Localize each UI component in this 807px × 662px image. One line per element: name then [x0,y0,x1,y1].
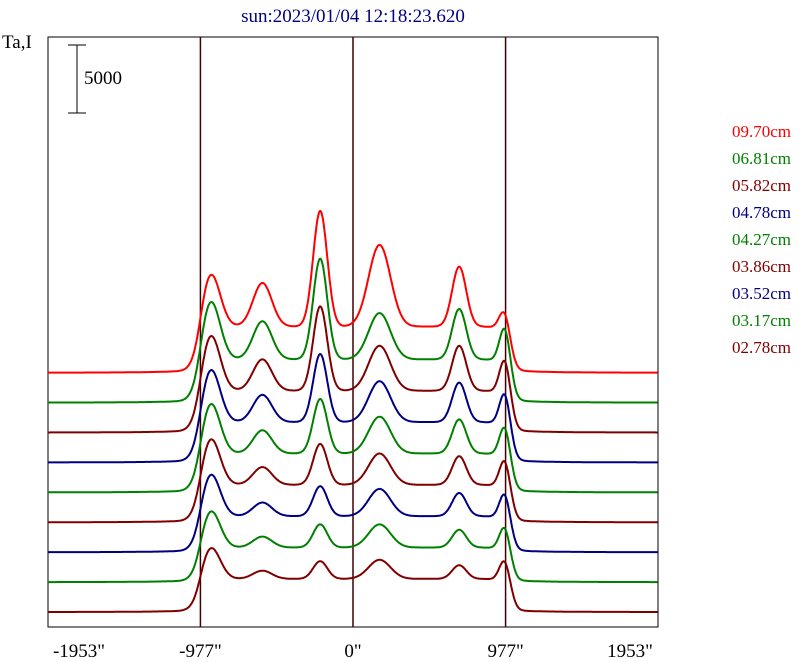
scale-bar-label: 5000 [84,68,122,89]
legend: 09.70cm 06.81cm 05.82cm 04.78cm 04.27cm 03.86… [732,118,807,361]
trace-03.86cm [48,438,658,524]
legend-entry: 03.17cm [732,311,792,330]
legend-entry: 04.78cm [732,203,792,222]
legend-entry: 04.27cm [732,230,792,249]
trace-03.52cm [48,473,658,554]
legend-entry: 06.81cm [732,149,792,168]
chart-title: sun:2023/01/04 12:18:23.620 [241,6,465,27]
legend-entry: 02.78cm [732,338,792,357]
x-tick-label: 0" [344,641,361,662]
trace-04.27cm [48,397,658,494]
trace-04.78cm [48,353,658,464]
x-tick-label: -1953" [53,641,105,662]
legend-entry: 05.82cm [732,176,792,195]
x-tick-labels: -1953" -977" 0" 977" 1953" [53,641,653,662]
trace-03.17cm [48,510,658,584]
x-tick-label: 977" [487,641,523,662]
trace-05.82cm [48,305,658,434]
x-tick-label: -977" [179,641,222,662]
x-tick-label: 1953" [607,641,653,662]
legend-entry: 03.52cm [732,284,792,303]
scale-bar [68,44,86,114]
trace-06.81cm [48,257,658,404]
legend-entry: 03.86cm [732,257,792,276]
trace-02.78cm [48,547,658,613]
trace-09.70cm [48,209,658,374]
marker-lines [199,37,507,627]
y-axis-label: Ta,I [2,32,32,53]
spectrum-traces [48,209,658,613]
legend-entry: 09.70cm [732,122,792,141]
